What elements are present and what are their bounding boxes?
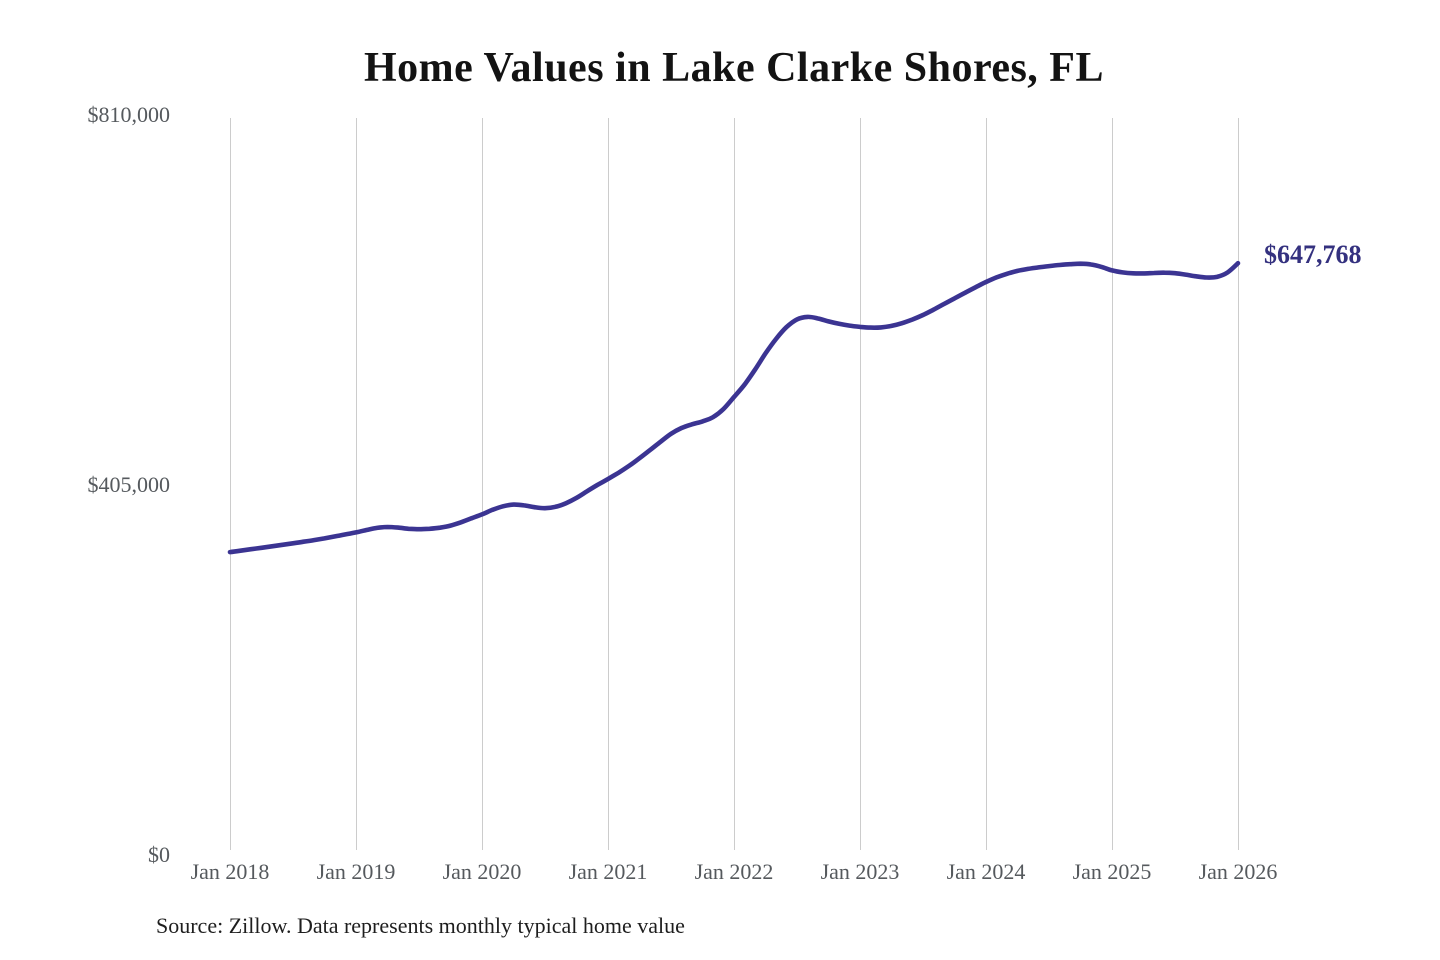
- x-axis-tick-jan-2025: Jan 2025: [1072, 859, 1152, 884]
- source-note: Source: Zillow. Data represents monthly …: [156, 913, 685, 938]
- y-axis-tick-0: $0: [148, 842, 170, 867]
- y-axis-tick-405000: $405,000: [87, 472, 171, 497]
- x-axis-tick-jan-2021: Jan 2021: [568, 859, 648, 884]
- x-axis-tick-jan-2018: Jan 2018: [190, 859, 270, 884]
- x-axis-tick-jan-2022: Jan 2022: [694, 859, 774, 884]
- x-axis-tick-jan-2019: Jan 2019: [316, 859, 396, 884]
- x-axis-tick-jan-2024: Jan 2024: [946, 859, 1026, 884]
- y-axis-tick-810000: $810,000: [87, 102, 171, 127]
- x-axis-tick-jan-2020: Jan 2020: [442, 859, 522, 884]
- chart-title: Home Values in Lake Clarke Shores, FL: [364, 45, 1104, 91]
- x-axis-tick-jan-2023: Jan 2023: [820, 859, 900, 884]
- x-axis-tick-jan-2026: Jan 2026: [1198, 859, 1278, 884]
- current-value-label: $647,768: [1264, 240, 1362, 269]
